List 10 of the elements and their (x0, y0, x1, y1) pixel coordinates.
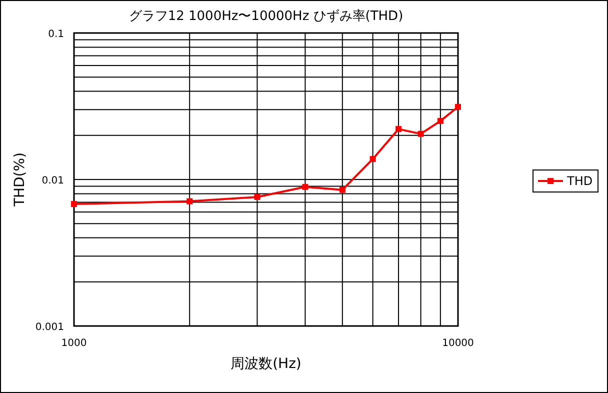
y-tick-label: 0.01 (42, 176, 64, 186)
legend-label: THD (566, 174, 593, 188)
chart-title: グラフ12 1000Hz〜10000Hz ひずみ率(THD) (128, 8, 404, 24)
x-tick-label: 1000 (61, 338, 87, 349)
y-tick-label: 0.1 (48, 29, 64, 40)
x-axis-title: 周波数(Hz) (230, 356, 302, 372)
y-tick-label: 0.001 (35, 322, 64, 333)
x-tick-label: 10000 (442, 338, 474, 349)
legend: THD (532, 170, 598, 192)
y-axis-title: THD(%) (12, 152, 28, 208)
